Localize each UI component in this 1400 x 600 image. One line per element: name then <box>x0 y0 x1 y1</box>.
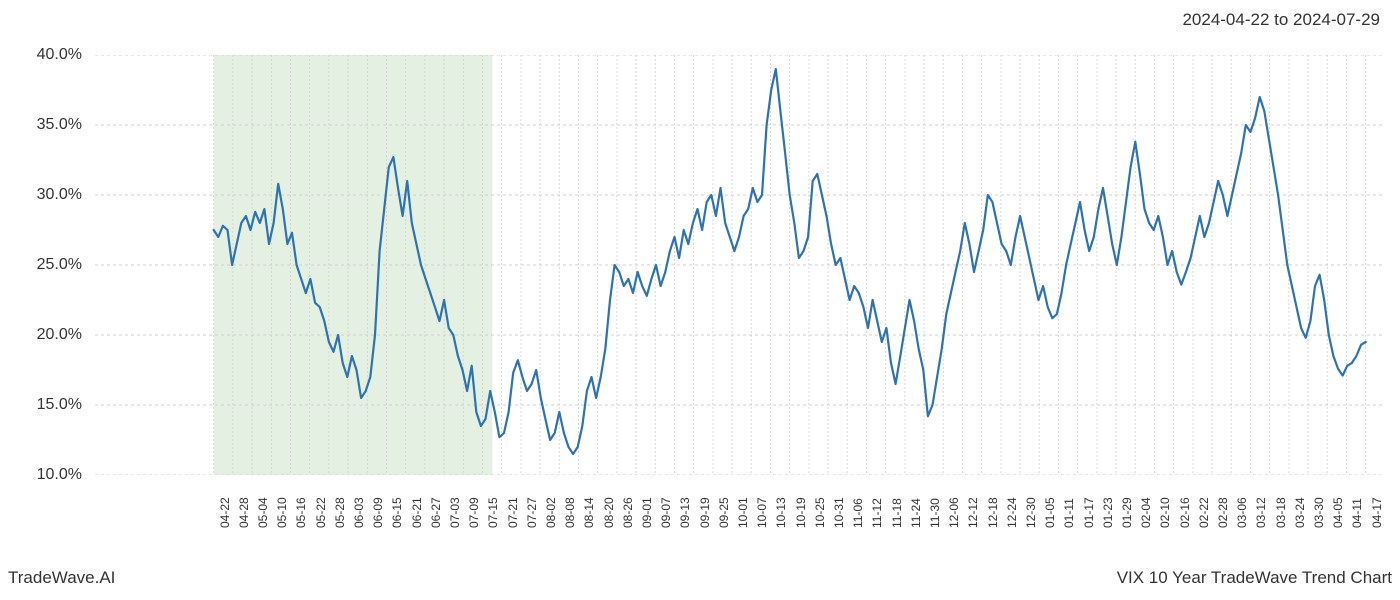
x-tick-label: 02-22 <box>1197 497 1211 528</box>
x-tick-label: 01-11 <box>1062 498 1076 528</box>
x-tick-label: 05-28 <box>333 497 347 528</box>
x-tick-label: 07-03 <box>448 497 462 528</box>
x-axis: 04-22 04-28 05-04 05-10 05-16 05-22 05-28 06-03… <box>95 480 1385 560</box>
x-tick-label: 11-30 <box>928 498 942 528</box>
x-tick-label: 01-23 <box>1101 497 1115 528</box>
chart-plot-area <box>95 55 1385 475</box>
y-tick-label: 15.0% <box>37 396 82 414</box>
y-tick-label: 10.0% <box>37 466 82 484</box>
x-tick-label: 03-06 <box>1235 497 1249 528</box>
x-tick-label: 04-28 <box>237 497 251 528</box>
x-tick-label: 07-09 <box>467 497 481 528</box>
x-tick-label: 11-06 <box>851 498 865 528</box>
x-tick-label: 09-13 <box>678 497 692 528</box>
x-tick-label: 08-08 <box>563 497 577 528</box>
x-tick-label: 03-18 <box>1274 497 1288 528</box>
x-tick-label: 07-27 <box>525 497 539 528</box>
x-tick-label: 08-26 <box>621 497 635 528</box>
x-tick-label: 03-24 <box>1293 497 1307 528</box>
x-tick-label: 01-29 <box>1120 497 1134 528</box>
x-tick-label: 11-18 <box>890 498 904 528</box>
x-tick-label: 08-02 <box>544 497 558 528</box>
y-tick-label: 35.0% <box>37 116 82 134</box>
x-tick-label: 01-17 <box>1082 497 1096 528</box>
x-tick-label: 12-18 <box>986 497 1000 528</box>
x-tick-label: 12-06 <box>947 497 961 528</box>
x-tick-label: 09-07 <box>659 497 673 528</box>
x-tick-label: 06-21 <box>410 497 424 528</box>
x-tick-label: 12-12 <box>966 497 980 528</box>
x-tick-label: 09-25 <box>717 497 731 528</box>
y-tick-label: 20.0% <box>37 326 82 344</box>
date-range-label: 2024-04-22 to 2024-07-29 <box>1182 10 1380 30</box>
x-tick-label: 05-22 <box>314 497 328 528</box>
chart-svg <box>95 55 1385 475</box>
x-tick-label: 11-12 <box>870 498 884 528</box>
x-tick-label: 06-03 <box>352 497 366 528</box>
x-tick-label: 07-15 <box>486 497 500 528</box>
x-tick-label: 10-31 <box>832 497 846 528</box>
x-tick-label: 10-07 <box>755 497 769 528</box>
x-tick-label: 12-24 <box>1005 497 1019 528</box>
x-tick-label: 07-21 <box>506 497 520 528</box>
x-tick-label: 05-04 <box>256 497 270 528</box>
x-tick-label: 10-19 <box>794 497 808 528</box>
x-tick-label: 09-19 <box>698 497 712 528</box>
x-tick-label: 12-30 <box>1024 497 1038 528</box>
x-tick-label: 02-16 <box>1178 497 1192 528</box>
x-tick-label: 08-14 <box>582 497 596 528</box>
x-tick-label: 10-13 <box>774 497 788 528</box>
x-tick-label: 10-01 <box>736 497 750 528</box>
chart-title: VIX 10 Year TradeWave Trend Chart <box>1117 568 1392 588</box>
x-tick-label: 02-10 <box>1158 497 1172 528</box>
x-tick-label: 08-20 <box>602 497 616 528</box>
x-tick-label: 02-28 <box>1216 497 1230 528</box>
x-tick-label: 10-25 <box>813 497 827 528</box>
x-tick-label: 04-22 <box>218 497 232 528</box>
x-tick-label: 04-17 <box>1370 497 1384 528</box>
y-tick-label: 40.0% <box>37 46 82 64</box>
x-tick-label: 04-05 <box>1331 497 1345 528</box>
x-tick-label: 05-16 <box>294 497 308 528</box>
y-axis: 10.0%15.0%20.0%25.0%30.0%35.0%40.0% <box>0 55 90 475</box>
x-tick-label: 06-27 <box>429 497 443 528</box>
x-tick-label: 01-05 <box>1043 497 1057 528</box>
x-tick-label: 06-15 <box>390 497 404 528</box>
x-tick-label: 05-10 <box>275 497 289 528</box>
y-tick-label: 30.0% <box>37 186 82 204</box>
x-tick-label: 06-09 <box>371 497 385 528</box>
x-tick-label: 03-12 <box>1254 497 1268 528</box>
x-tick-label: 03-30 <box>1312 497 1326 528</box>
brand-label: TradeWave.AI <box>8 568 115 588</box>
y-tick-label: 25.0% <box>37 256 82 274</box>
x-tick-label: 09-01 <box>640 497 654 528</box>
x-tick-label: 11-24 <box>909 498 923 528</box>
x-tick-label: 04-11 <box>1350 498 1364 528</box>
x-tick-label: 02-04 <box>1139 497 1153 528</box>
